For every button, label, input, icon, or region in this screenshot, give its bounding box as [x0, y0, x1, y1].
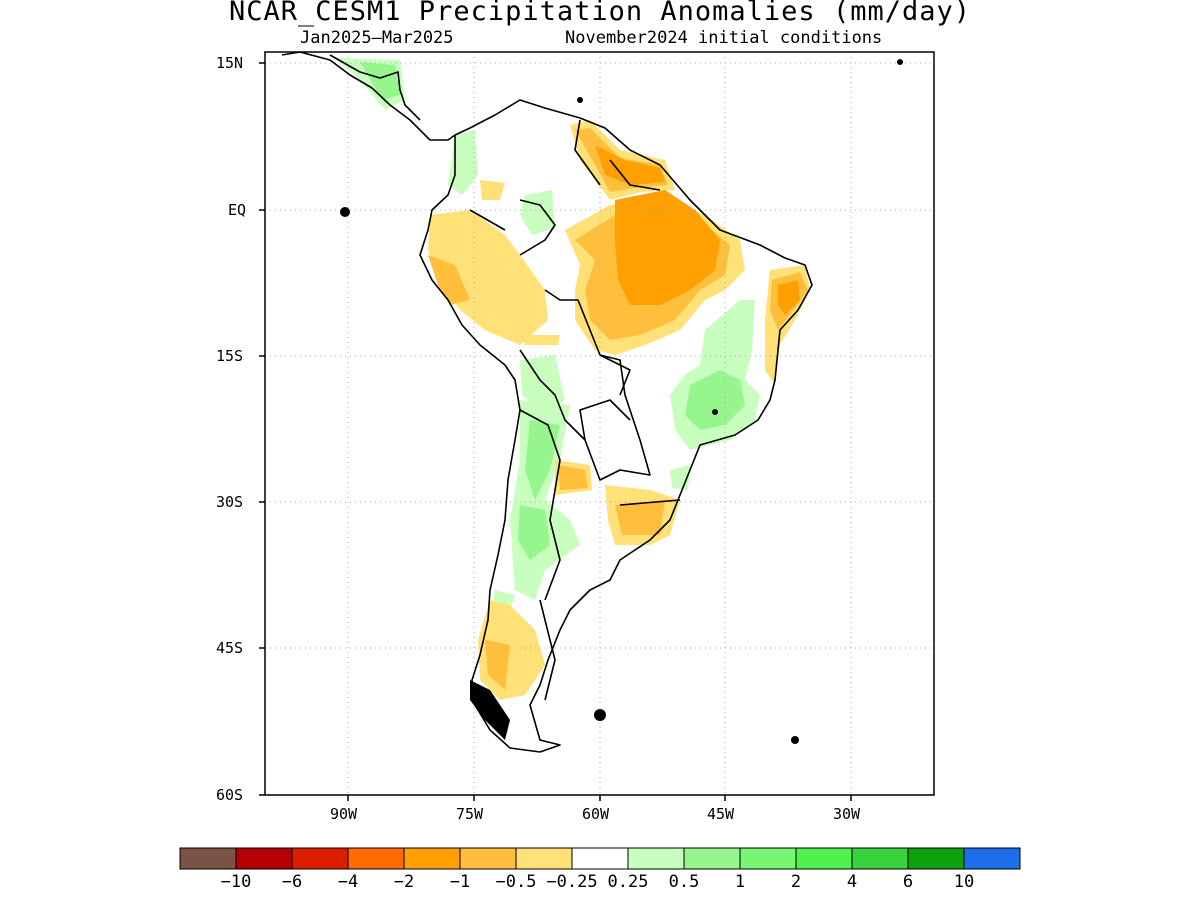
colorbar: [179, 847, 1021, 870]
colorbar-label: −4: [337, 872, 359, 892]
colorbar-swatch: [235, 847, 293, 870]
colorbar-swatch: [459, 847, 517, 870]
colorbar-swatch: [571, 847, 629, 870]
lat-tick-label: 30S: [216, 493, 244, 511]
central-america-coast: [281, 51, 456, 141]
chart-title: NCAR_CESM1 Precipitation Anomalies (mm/d…: [229, 0, 971, 27]
colorbar-label: 4: [846, 872, 858, 892]
guianas-borders: [574, 119, 661, 191]
colorbar-label: −0.5: [495, 872, 537, 892]
colorbar-label: 1: [734, 872, 746, 892]
lon-tick-label: 30W: [833, 805, 861, 823]
islands: [340, 59, 903, 744]
anomaly-venezuela-wet: [520, 190, 555, 235]
colorbar-swatch: [515, 847, 573, 870]
colorbar-swatch: [179, 847, 237, 870]
colorbar-swatch: [907, 847, 965, 870]
anomaly-andes-wet-south: [518, 505, 550, 560]
colorbar-swatch: [627, 847, 685, 870]
lat-tick-label: 60S: [216, 786, 244, 804]
colorbar-label: 0.5: [668, 872, 700, 892]
colorbar-label: 0.25: [607, 872, 649, 892]
colorbar-label: −10: [220, 872, 252, 892]
lat-tick-label: 45S: [216, 639, 244, 657]
colorbar-label: 2: [790, 872, 802, 892]
anomaly-bolivia-dry: [522, 335, 560, 345]
colorbar-swatch: [739, 847, 797, 870]
south-america-coast: [419, 99, 813, 753]
colorbar-label: −0.25: [546, 872, 598, 892]
lon-tick-label: 45W: [707, 805, 735, 823]
anomaly-central-america-wet-core: [360, 62, 400, 100]
anomaly-bolivia-wet: [520, 355, 565, 415]
lon-tick-label: 60W: [582, 805, 610, 823]
colorbar-label: 10: [953, 872, 975, 892]
anomaly-peru-dry-core: [428, 255, 470, 305]
anomaly-ecuador-dry: [480, 180, 505, 200]
central-america-coast-north: [329, 54, 421, 121]
lat-tick-label: 15N: [216, 54, 244, 72]
anomaly-patagonia-dry-core: [485, 640, 510, 690]
anomaly-east-brazil-wet-core: [685, 370, 745, 430]
anomaly-north-brazil-dry-core: [615, 190, 720, 305]
colorbar-swatch: [403, 847, 461, 870]
lon-tick-label: 75W: [456, 805, 484, 823]
anomaly-paraguay-dry-core: [558, 465, 588, 490]
lat-tick-label: EQ: [228, 201, 247, 219]
colorbar-swatch: [683, 847, 741, 870]
colorbar-label: −1: [449, 872, 471, 892]
colorbar-swatch: [347, 847, 405, 870]
colorbar-label: −6: [281, 872, 303, 892]
anomaly-andes-wet-core: [525, 420, 560, 500]
colorbar-swatch: [851, 847, 909, 870]
lon-tick-label: 90W: [330, 805, 358, 823]
lat-tick-label: 15S: [216, 347, 244, 365]
chart-subtitle-period: Jan2025–Mar2025: [300, 28, 454, 48]
anomaly-guiana-dry-core: [595, 145, 665, 185]
colorbar-swatch: [963, 847, 1021, 870]
chart-subtitle-init: November2024 initial conditions: [565, 28, 883, 48]
axis-ticks: [259, 62, 852, 801]
colorbar-label: 6: [902, 872, 914, 892]
anomaly-peru-dry: [428, 210, 548, 345]
country-borders: [469, 199, 681, 701]
colorbar-swatch: [795, 847, 853, 870]
coastlines: [281, 51, 813, 753]
anomaly-s-brazil-dry-core: [615, 500, 665, 535]
anomaly-ne-brazil-dry-core: [778, 280, 800, 315]
colorbar-swatch: [291, 847, 349, 870]
colorbar-label: −2: [393, 872, 415, 892]
